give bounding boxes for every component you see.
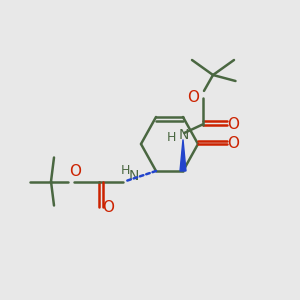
Text: O: O: [227, 117, 239, 132]
Text: N: N: [178, 128, 189, 142]
Text: O: O: [69, 164, 81, 179]
Polygon shape: [180, 140, 186, 171]
Text: O: O: [102, 200, 114, 215]
Text: H: H: [167, 130, 176, 144]
Text: H: H: [121, 164, 130, 178]
Text: N: N: [128, 169, 139, 183]
Text: O: O: [188, 90, 200, 105]
Text: O: O: [227, 136, 239, 152]
